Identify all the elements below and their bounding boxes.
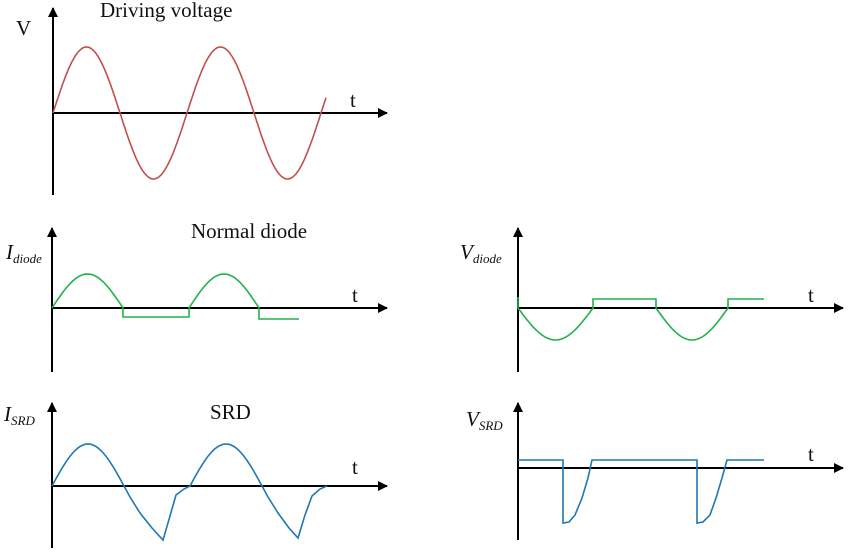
- srd-voltage-y-label: VSRD: [466, 407, 503, 433]
- normal-current-title: Normal diode: [191, 219, 307, 243]
- srd-voltage-wave: [518, 459, 764, 524]
- normal-voltage-wave: [517, 297, 764, 341]
- srd-current-panel: ISRD t SRD: [3, 400, 388, 548]
- normal-current-x-label: t: [352, 283, 358, 307]
- normal-voltage-y-label: Vdiode: [460, 240, 502, 266]
- drive-y-label: V: [16, 16, 31, 40]
- normal-current-wave: [51, 273, 299, 320]
- drive-sine-wave: [52, 46, 327, 180]
- srd-current-title: SRD: [210, 400, 251, 424]
- srd-voltage-panel: VSRD t: [466, 402, 844, 540]
- srd-voltage-x-label: t: [808, 442, 814, 466]
- normal-voltage-x-label: t: [808, 283, 814, 307]
- srd-current-x-label: t: [352, 455, 358, 479]
- srd-current-y-label: ISRD: [3, 402, 35, 428]
- srd-current-wave: [51, 443, 328, 542]
- normal-current-y-label: Idiode: [5, 240, 42, 266]
- drive-title: Driving voltage: [100, 0, 232, 22]
- normal-voltage-panel: Vdiode t: [460, 227, 844, 372]
- drive-panel: V t Driving voltage: [16, 0, 388, 195]
- normal-current-panel: Idiode t Normal diode: [5, 219, 388, 372]
- drive-x-label: t: [350, 88, 356, 112]
